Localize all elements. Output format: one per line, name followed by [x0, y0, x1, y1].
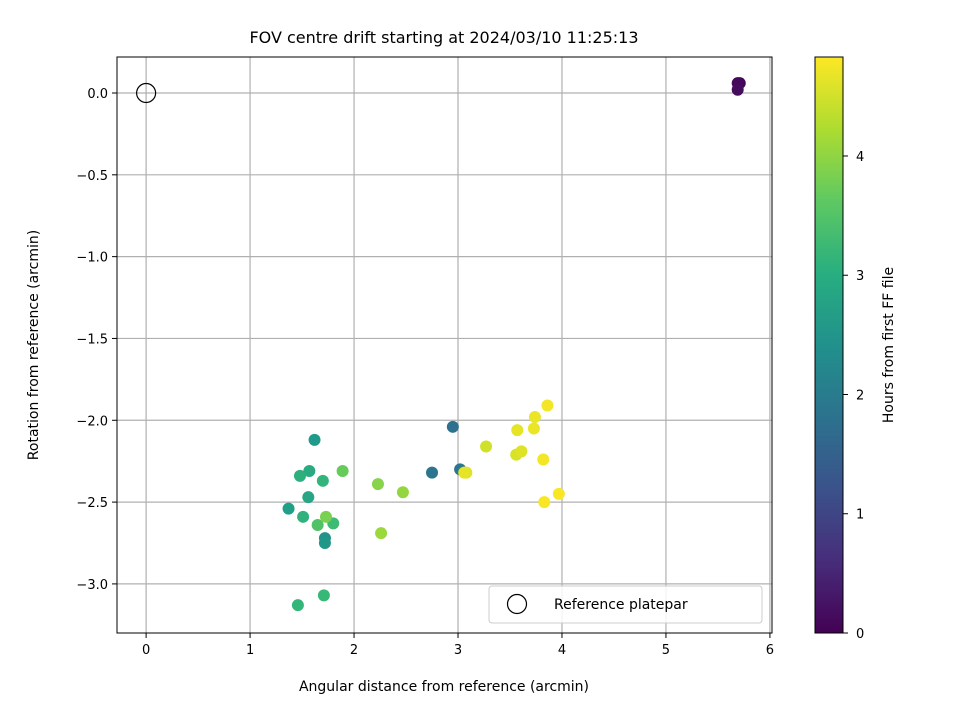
data-point	[371, 478, 384, 491]
colorbar-label: Hours from first FF file	[881, 267, 897, 423]
data-point	[426, 466, 439, 479]
grid	[117, 57, 772, 633]
data-point	[446, 420, 459, 433]
data-point	[537, 453, 550, 466]
data-point	[297, 510, 310, 523]
colorbar-tick-label: 3	[856, 269, 864, 284]
x-axis-ticks: 0 1 2 3 4 5 6	[142, 633, 774, 658]
data-point	[293, 469, 306, 482]
legend-marker-hollow-circle	[506, 593, 528, 615]
reference-platepar-marker	[136, 82, 157, 104]
data-point	[291, 599, 304, 612]
x-axis-label: Angular distance from reference (arcmin)	[299, 679, 589, 695]
x-tick-label: 6	[766, 643, 774, 658]
data-point	[317, 589, 330, 602]
colorbar-tick-label: 4	[856, 150, 864, 165]
data-point	[336, 465, 349, 477]
x-tick-label: 3	[454, 643, 462, 658]
colorbar-tick-label: 2	[856, 388, 864, 403]
data-point	[302, 491, 315, 504]
data-point	[528, 411, 541, 423]
data-point	[282, 502, 295, 515]
plot-frame	[116, 56, 773, 634]
data-point	[319, 510, 332, 523]
data-point	[375, 527, 388, 540]
reference-marker-layer	[136, 82, 157, 104]
colorbar-gradient	[814, 56, 844, 634]
data-point	[458, 466, 471, 479]
data-point	[316, 474, 329, 487]
data-point	[538, 496, 551, 509]
y-tick-label: −1.0	[76, 251, 108, 266]
data-point	[527, 422, 540, 435]
y-tick-label: −1.5	[76, 332, 108, 347]
data-point	[552, 487, 565, 500]
colorbar-ticks: 0 1 2 3 4	[843, 150, 864, 642]
data-point	[731, 83, 744, 96]
data-point	[303, 465, 316, 477]
y-tick-label: −3.0	[76, 578, 108, 593]
data-point	[318, 537, 331, 549]
y-axis-label: Rotation from reference (arcmin)	[26, 230, 42, 460]
y-tick-label: −2.0	[76, 414, 108, 429]
chart-title: FOV centre drift starting at 2024/03/10 …	[249, 28, 638, 47]
legend-box	[488, 585, 763, 624]
y-tick-label: −0.5	[76, 169, 108, 184]
y-tick-label: 0.0	[87, 87, 108, 102]
x-tick-label: 5	[662, 643, 670, 658]
legend-label: Reference platepar	[554, 597, 688, 613]
data-point	[396, 486, 409, 499]
data-point	[480, 440, 493, 453]
colorbar: 0 1 2 3 4 Hours from first FF file	[814, 56, 897, 642]
colorbar-tick-label: 0	[856, 627, 864, 642]
data-point	[541, 399, 554, 412]
x-tick-label: 4	[558, 643, 566, 658]
data-points	[282, 77, 746, 612]
data-point	[515, 445, 528, 458]
data-point	[311, 519, 324, 531]
x-tick-label: 2	[350, 643, 358, 658]
colorbar-tick-label: 1	[856, 508, 864, 523]
x-tick-label: 0	[142, 643, 150, 658]
legend: Reference platepar	[488, 585, 763, 624]
y-axis-ticks: 0.0 −0.5 −1.0 −1.5 −2.0 −2.5 −3.0	[76, 87, 117, 593]
y-tick-label: −2.5	[76, 496, 108, 511]
data-point	[511, 424, 524, 437]
data-point	[308, 433, 321, 446]
x-tick-label: 1	[246, 643, 254, 658]
